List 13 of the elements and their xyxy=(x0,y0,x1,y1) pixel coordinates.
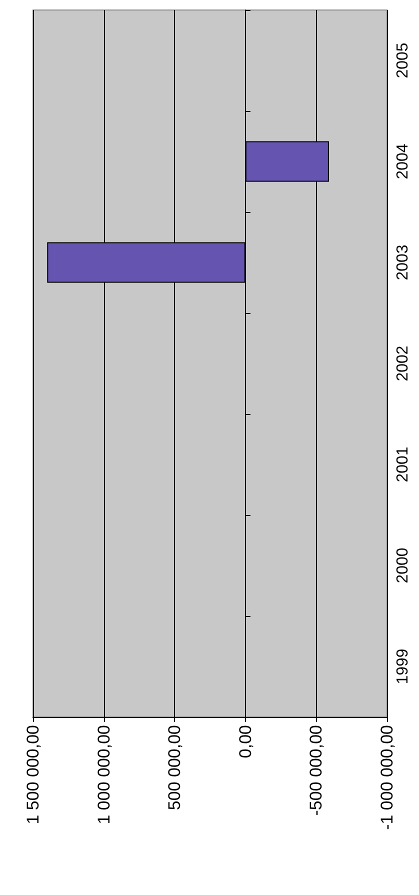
y-tick-label: 2005 xyxy=(394,42,412,78)
x-tick-label: -500 000,00 xyxy=(306,725,326,816)
y-tick-label: 2000 xyxy=(394,548,412,584)
x-tick-label: 1 000 000,00 xyxy=(94,725,114,824)
x-tick-label: -1 000 000,00 xyxy=(378,725,396,830)
y-tick-label: 1999 xyxy=(394,648,412,684)
y-tick-label: 2004 xyxy=(394,144,412,180)
x-tick-label: 500 000,00 xyxy=(165,725,184,810)
y-tick-label: 2003 xyxy=(394,244,412,280)
x-tick-label: 1 500 000,00 xyxy=(24,725,42,824)
y-tick-label: 2001 xyxy=(394,446,412,482)
y-tick-label: 2002 xyxy=(394,346,412,382)
x-tick-label: 0,00 xyxy=(236,725,255,758)
